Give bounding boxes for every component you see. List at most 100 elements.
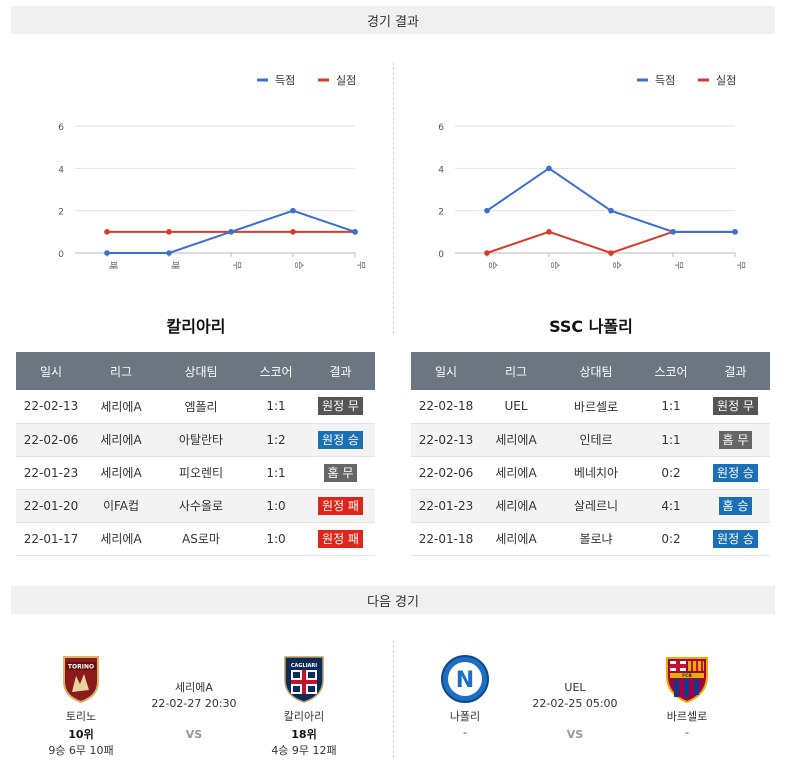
home-team[interactable]: TORINO 토리노 10위 9승 6무 10패 [31,654,131,758]
cell-score: 1:0 [246,489,306,523]
next-match-right: N 나폴리 - UEL 22-02-25 05:00 VS FCB 바르셀로 [400,650,770,760]
chart-right: 득점 실점 0 2 4 6 승 승 승 무 무 [430,60,760,280]
results-section-title: 경기 결과 [367,14,419,30]
table-row: 22-01-23 세리에A 피오렌티 1:1 홈 무 [16,456,375,490]
y-tick-label: 2 [438,208,444,218]
cell-result: 홈 승 [701,489,770,523]
cell-opponent: 바르셀로 [551,390,641,424]
header-opponent: 상대팀 [156,352,246,390]
data-point-conceded [484,250,490,256]
chart-left-svg: 득점 실점 0 2 4 6 패 패 무 승 무 [58,74,366,269]
vs-label: VS [566,728,584,741]
cell-opponent: AS로마 [156,522,246,556]
chart-legend: 득점 실점 [257,74,356,87]
legend-label-scored: 득점 [275,74,295,87]
napoli-logo-icon: N [441,655,489,703]
next-section-title: 다음 경기 [367,594,419,610]
home-team-name: 토리노 [65,710,97,723]
cell-date: 22-01-18 [411,522,481,556]
result-badge: 원정 승 [318,430,363,449]
header-date: 일시 [411,352,481,390]
cell-result: 원정 무 [306,390,375,424]
cell-date: 22-02-06 [16,423,86,457]
header-result: 결과 [701,352,770,390]
cell-opponent: 볼로냐 [551,522,641,556]
legend-label-conceded: 실점 [336,74,356,87]
x-tick-label: 승 [293,261,304,269]
cell-result: 원정 패 [306,522,375,556]
cell-score: 0:2 [641,456,701,490]
cell-result: 원정 패 [306,489,375,523]
header-score: 스코어 [246,352,306,390]
cell-result: 원정 승 [701,456,770,490]
cell-date: 22-01-23 [411,489,481,523]
series-line-conceded [486,230,735,255]
x-tick-label: 패 [107,261,118,269]
data-point-scored [104,250,110,256]
away-team[interactable]: CAGLIARI 칼리아리 18위 4승 9무 12패 [254,654,354,758]
next-section-header: 다음 경기 [11,586,775,614]
torino-logo-text: TORINO [68,664,94,671]
header-league: 리그 [481,352,551,390]
away-team[interactable]: FCB 바르셀로 - [637,654,737,739]
match-datetime: 22-02-27 20:30 [151,697,237,710]
cell-result: 원정 무 [701,390,770,424]
match-league: UEL [564,681,586,694]
cell-league: 세리에A [481,522,551,556]
home-team-record: 9승 6무 10패 [48,744,114,757]
table-header-row: 일시 리그 상대팀 스코어 결과 [411,352,770,390]
cell-score: 1:2 [246,423,306,457]
cell-league: 세리에A [86,456,156,490]
header-opponent: 상대팀 [551,352,641,390]
cell-result: 원정 승 [701,522,770,556]
cagliari-logo-icon: CAGLIARI [284,656,324,703]
cell-opponent: 엠폴리 [156,390,246,424]
cell-result: 원정 승 [306,423,375,457]
x-tick-label: 승 [611,261,622,269]
home-team-rank: 10위 [68,728,94,741]
barcelona-logo-text: FCB [682,673,692,679]
napoli-logo-text: N [456,668,474,693]
result-badge: 홈 승 [718,496,753,515]
data-point-conceded [546,229,552,235]
header-date: 일시 [16,352,86,390]
cell-date: 22-02-13 [411,423,481,457]
result-badge: 홈 무 [718,430,753,449]
data-point-scored [608,207,614,214]
away-team-name: 칼리아리 [283,710,325,723]
home-team[interactable]: N 나폴리 - [415,654,515,739]
cagliari-logo-text: CAGLIARI [291,663,317,669]
barcelona-logo-icon: FCB [666,657,708,704]
x-tick-label: 승 [487,261,498,269]
series-line-scored [486,167,735,233]
cell-opponent: 베네치아 [551,456,641,490]
chart-left: 득점 실점 0 2 4 6 패 패 무 승 무 [50,60,380,280]
table-row: 22-01-17 세리에A AS로마 1:0 원정 패 [16,522,375,556]
data-point-scored [166,250,172,256]
charts-divider [393,62,394,334]
legend-label-scored: 득점 [655,74,675,87]
cell-date: 22-01-17 [16,522,86,556]
x-tick-label: 패 [169,261,180,269]
cell-date: 22-01-20 [16,489,86,523]
cell-score: 1:1 [641,390,701,424]
result-badge: 원정 무 [318,397,363,416]
match-info: 세리에A 22-02-27 20:30 [129,680,259,712]
results-section-header: 경기 결과 [11,6,775,34]
data-point-scored [546,165,552,172]
data-point-conceded [166,229,172,235]
away-team-rank: 18위 [291,728,317,741]
data-point-scored [732,229,738,235]
table-row: 22-02-13 세리에A 엠폴리 1:1 원정 무 [16,390,375,424]
table-row: 22-01-18 세리에A 볼로냐 0:2 원정 승 [411,522,770,556]
data-point-conceded [290,229,296,235]
y-tick-label: 4 [438,165,444,175]
next-divider [393,640,394,758]
header-league: 리그 [86,352,156,390]
data-point-scored [290,207,296,214]
data-point-conceded [104,229,110,235]
cell-result: 홈 무 [306,456,375,490]
match-info: UEL 22-02-25 05:00 [510,680,640,712]
